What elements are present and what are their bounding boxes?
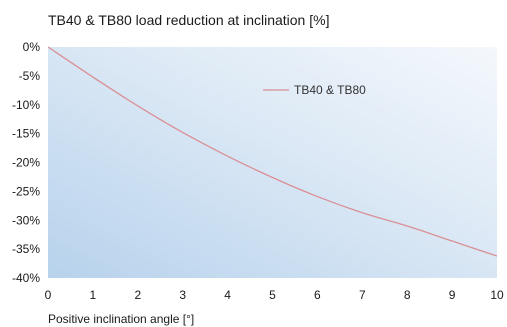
x-tick-label: 10	[490, 288, 504, 302]
x-tick-label: 0	[45, 288, 52, 302]
x-tick-label: 2	[134, 288, 141, 302]
x-tick-label: 6	[314, 288, 321, 302]
y-tick-label: -5%	[19, 69, 41, 83]
x-axis-ticks: 0 1 2 3 4 5 6 7 8 9 10	[45, 288, 504, 302]
chart-title: TB40 & TB80 load reduction at inclinatio…	[48, 12, 330, 28]
x-axis-label: Positive inclination angle [°]	[48, 312, 195, 326]
x-tick-label: 3	[179, 288, 186, 302]
y-tick-label: -30%	[12, 213, 40, 227]
y-tick-label: -20%	[12, 156, 40, 170]
x-tick-label: 7	[359, 288, 366, 302]
x-tick-label: 1	[90, 288, 97, 302]
y-tick-label: 0%	[23, 40, 41, 54]
series-line	[47, 46, 498, 257]
y-tick-label: -35%	[12, 242, 40, 256]
y-tick-label: -40%	[12, 271, 40, 285]
plot-area	[48, 47, 497, 278]
legend-label: TB40 & TB80	[294, 83, 366, 97]
x-tick-label: 9	[449, 288, 456, 302]
series-layer	[47, 46, 498, 257]
x-tick-label: 5	[269, 288, 276, 302]
y-tick-label: -15%	[12, 127, 40, 141]
y-axis-ticks: 0% -5% -10% -15% -20% -25% -30% -35% -40%	[12, 40, 40, 285]
y-tick-label: -10%	[12, 98, 40, 112]
y-tick-label: -25%	[12, 184, 40, 198]
legend: TB40 & TB80	[263, 83, 366, 97]
x-tick-label: 8	[404, 288, 411, 302]
x-tick-label: 4	[224, 288, 231, 302]
